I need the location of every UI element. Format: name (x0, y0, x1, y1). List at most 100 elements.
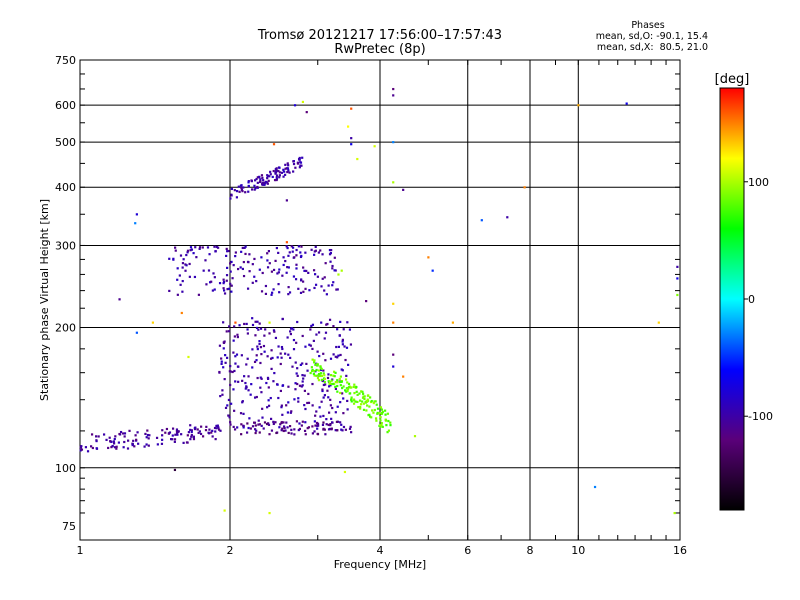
echo-point (205, 283, 208, 286)
echo-point (251, 323, 255, 327)
echo-point (189, 424, 192, 427)
echo-point (344, 358, 347, 362)
echo-point (258, 268, 261, 271)
echo-point (218, 282, 222, 285)
echo-point (335, 345, 338, 349)
echo-point (161, 438, 164, 441)
echo-point (128, 429, 131, 432)
echo-point (230, 402, 233, 405)
echo-point (267, 250, 271, 253)
echo-point (342, 412, 345, 415)
echo-point (358, 399, 362, 402)
phase-stats-heading: Phases (631, 20, 665, 31)
echo-point (301, 374, 304, 377)
echo-point (331, 406, 334, 410)
echo-point (277, 169, 280, 173)
echo-point (360, 390, 363, 393)
x-axis-label: Frequency [MHz] (334, 558, 426, 571)
echo-point (171, 434, 174, 437)
echo-point (376, 407, 380, 410)
echo-point (201, 246, 204, 249)
echo-point (220, 357, 223, 360)
echo-point (345, 387, 348, 390)
echo-point (135, 331, 138, 334)
echo-point (270, 429, 274, 432)
echo-point (392, 302, 395, 305)
echo-point (233, 335, 236, 338)
echo-point (218, 344, 222, 347)
echo-point (303, 404, 306, 407)
echo-point (413, 435, 417, 438)
echo-point (292, 246, 295, 249)
echo-point (263, 350, 266, 353)
echo-point (295, 372, 298, 375)
echo-point (231, 277, 234, 280)
echo-point (254, 424, 257, 427)
echo-point (208, 428, 211, 431)
echo-point (287, 164, 290, 167)
echo-point (186, 249, 190, 252)
echo-point (253, 188, 256, 191)
echo-point (301, 156, 304, 159)
echo-point (229, 262, 232, 265)
echo-point (279, 352, 282, 355)
echo-point (287, 169, 290, 172)
echo-point (256, 320, 259, 323)
echo-point (249, 427, 252, 430)
echo-point (181, 279, 184, 283)
echo-point (184, 263, 187, 266)
echo-point (362, 392, 365, 395)
echo-point (324, 331, 328, 334)
echo-point (251, 281, 254, 284)
echo-point (244, 252, 247, 256)
echo-point (190, 435, 193, 438)
echo-point (186, 251, 189, 254)
echo-point (323, 394, 326, 397)
echo-point (274, 421, 277, 424)
echo-point (266, 182, 269, 185)
echo-point (192, 252, 195, 255)
echo-point (311, 404, 314, 407)
echo-point (347, 382, 351, 385)
echo-point (276, 356, 279, 359)
echo-point (381, 425, 384, 428)
echo-point (320, 285, 323, 288)
echo-point (275, 174, 279, 177)
echo-point (310, 369, 314, 373)
echo-point (282, 425, 286, 428)
echo-point (284, 259, 287, 263)
echo-point (259, 178, 262, 181)
echo-point (237, 380, 240, 383)
echo-point (347, 386, 351, 389)
y-tick-label: 100 (55, 462, 76, 475)
echo-point (95, 435, 98, 438)
echo-point (294, 388, 297, 391)
echo-point (233, 409, 236, 412)
echo-point (298, 156, 301, 160)
echo-point (673, 511, 676, 515)
echo-point (352, 385, 355, 389)
echo-point (112, 440, 115, 443)
echo-point (254, 320, 257, 323)
echo-point (137, 442, 140, 445)
echo-point (176, 430, 180, 433)
echo-point (327, 423, 330, 427)
echo-point (115, 447, 118, 450)
echo-point (284, 352, 287, 355)
echo-point (187, 431, 190, 434)
echo-point (300, 424, 303, 427)
echo-point (172, 258, 175, 261)
echo-point (309, 328, 312, 331)
echo-point (257, 423, 260, 426)
echo-point (523, 186, 526, 189)
echo-point (506, 216, 509, 219)
echo-point (361, 396, 365, 399)
echo-point (374, 417, 378, 420)
echo-point (260, 174, 264, 177)
echo-point (268, 262, 271, 265)
echo-point (320, 378, 324, 381)
echo-point (199, 432, 203, 436)
echo-point (238, 190, 241, 193)
echo-point (247, 180, 250, 183)
echo-point (330, 417, 333, 420)
